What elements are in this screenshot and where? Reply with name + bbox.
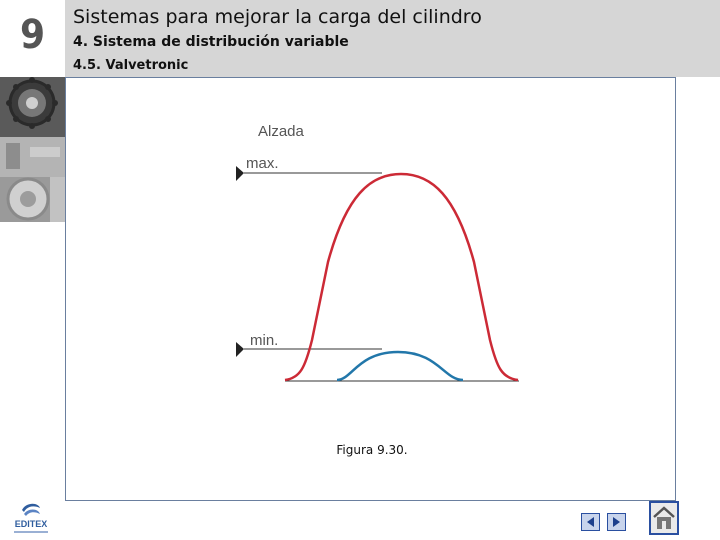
next-button[interactable]: [607, 513, 626, 531]
min-lift-curve: [336, 350, 464, 382]
engine-photo: [0, 77, 65, 222]
page-title: Sistemas para mejorar la carga del cilin…: [73, 6, 482, 28]
min-label: min.: [250, 332, 278, 349]
home-button[interactable]: [649, 501, 679, 535]
previous-button[interactable]: [581, 513, 600, 531]
chapter-number: 9: [19, 12, 46, 58]
chapter-block: 9: [0, 0, 65, 77]
y-axis-label: Alzada: [258, 123, 305, 140]
editex-logo-icon: EDITEX: [14, 503, 48, 533]
max-marker-arrow-icon: [236, 166, 244, 181]
max-label: max.: [246, 155, 279, 172]
home-icon: [653, 506, 675, 529]
left-sidebar: 9: [0, 0, 65, 540]
previous-arrow-icon: [587, 517, 594, 527]
figure-caption: Figura 9.30.: [336, 443, 408, 457]
min-marker-arrow-icon: [236, 342, 244, 357]
section-subtitle: 4. Sistema de distribución variable: [73, 34, 349, 50]
max-lift-curve: [284, 172, 519, 382]
subsection-title: 4.5. Valvetronic: [73, 58, 189, 73]
editex-logo: EDITEX: [10, 500, 52, 536]
logo-text: EDITEX: [15, 519, 48, 529]
next-arrow-icon: [613, 517, 620, 527]
content-frame: [65, 77, 676, 501]
camshaft-gear-image: [0, 77, 65, 222]
header-bar: [0, 0, 720, 77]
